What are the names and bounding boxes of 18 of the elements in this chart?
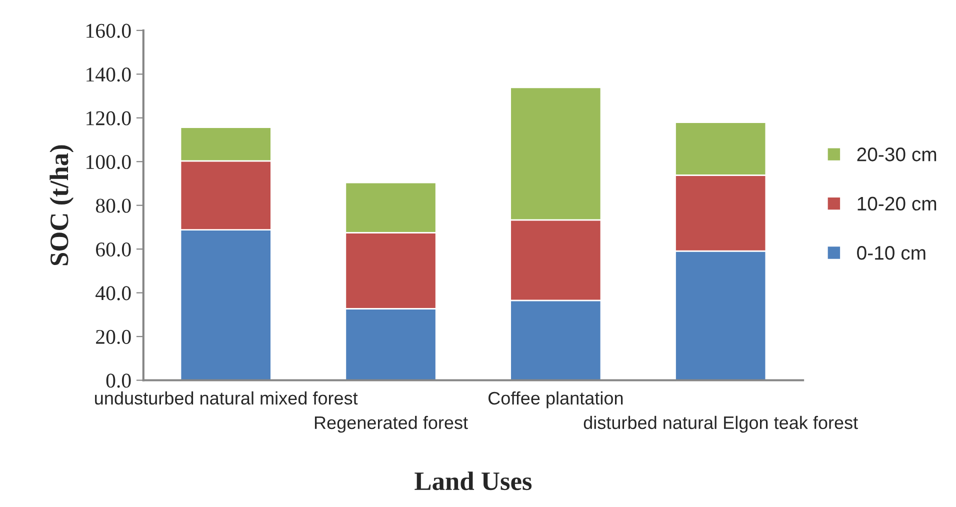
y-tick-label: 0.0 — [106, 374, 131, 388]
x-tick-label: Coffee plantation — [488, 391, 623, 408]
x-tick-label: disturbed natural Elgon teak forest — [584, 416, 858, 433]
y-tick-label: 80.0 — [96, 198, 131, 213]
x-tick-label: undusturbed natural mixed forest — [95, 391, 358, 405]
y-axis-title: SOC (t/ha) — [50, 145, 74, 266]
legend-label: 10-20 cm — [858, 196, 936, 211]
y-tick-label: 100.0 — [86, 154, 131, 170]
y-tick-label: 20.0 — [96, 330, 131, 344]
x-axis-title: Land Uses — [414, 472, 532, 490]
y-tick-label: 60.0 — [96, 242, 131, 257]
y-tick-label: 40.0 — [96, 286, 131, 300]
legend-label: 20-30 cm — [857, 148, 936, 162]
y-tick-label: 120.0 — [86, 111, 131, 126]
y-tick-label: 160.0 — [86, 24, 131, 38]
y-tick-label: 140.0 — [86, 68, 131, 82]
x-tick-label: Regenerated forest — [314, 416, 468, 433]
legend-label: 0-10 cm — [857, 246, 926, 260]
